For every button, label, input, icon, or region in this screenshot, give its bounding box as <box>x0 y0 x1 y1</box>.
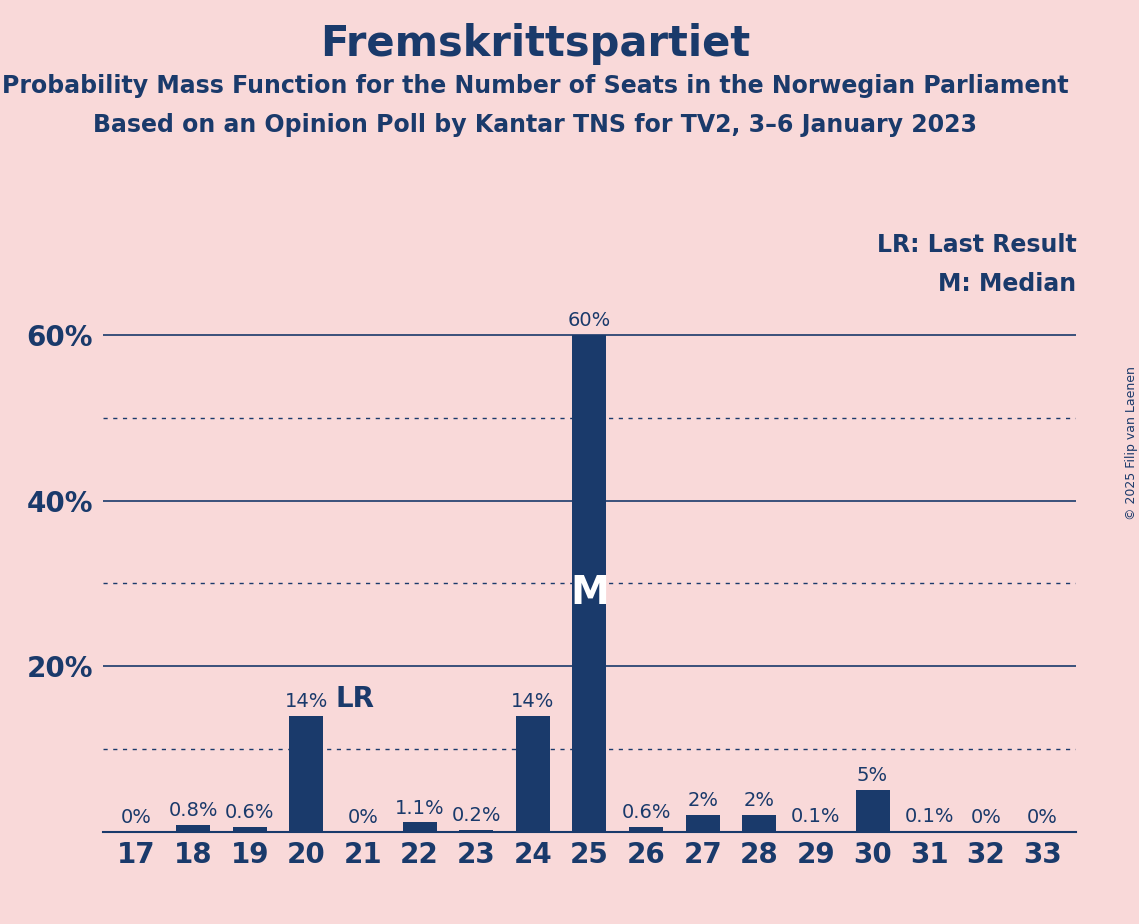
Text: M: M <box>570 575 609 613</box>
Text: 0%: 0% <box>1027 808 1058 828</box>
Text: 0.8%: 0.8% <box>169 801 218 820</box>
Text: 0.2%: 0.2% <box>451 806 501 825</box>
Text: LR: LR <box>336 686 375 713</box>
Text: © 2025 Filip van Laenen: © 2025 Filip van Laenen <box>1124 367 1138 520</box>
Text: Based on an Opinion Poll by Kantar TNS for TV2, 3–6 January 2023: Based on an Opinion Poll by Kantar TNS f… <box>93 113 977 137</box>
Text: 5%: 5% <box>857 766 888 785</box>
Text: 0%: 0% <box>970 808 1001 828</box>
Text: 0%: 0% <box>347 808 378 828</box>
Bar <box>855 790 890 832</box>
Bar <box>516 716 550 832</box>
Text: 0.6%: 0.6% <box>621 803 671 821</box>
Text: 60%: 60% <box>568 311 611 330</box>
Bar <box>573 335 606 832</box>
Text: 14%: 14% <box>511 692 555 711</box>
Bar <box>232 827 267 832</box>
Bar <box>402 822 436 832</box>
Bar <box>686 815 720 832</box>
Text: 2%: 2% <box>744 791 775 810</box>
Text: M: Median: M: Median <box>939 272 1076 296</box>
Text: Fremskrittspartiet: Fremskrittspartiet <box>320 23 751 65</box>
Text: 0%: 0% <box>121 808 151 828</box>
Bar <box>459 830 493 832</box>
Text: 0.1%: 0.1% <box>904 807 953 826</box>
Text: LR: Last Result: LR: Last Result <box>877 233 1076 257</box>
Text: Probability Mass Function for the Number of Seats in the Norwegian Parliament: Probability Mass Function for the Number… <box>2 74 1068 98</box>
Text: 0.1%: 0.1% <box>792 807 841 826</box>
Text: 14%: 14% <box>285 692 328 711</box>
Bar <box>743 815 777 832</box>
Bar <box>177 825 210 832</box>
Text: 0.6%: 0.6% <box>226 803 274 821</box>
Bar <box>289 716 323 832</box>
Text: 1.1%: 1.1% <box>395 798 444 818</box>
Text: 2%: 2% <box>687 791 719 810</box>
Bar <box>629 827 663 832</box>
